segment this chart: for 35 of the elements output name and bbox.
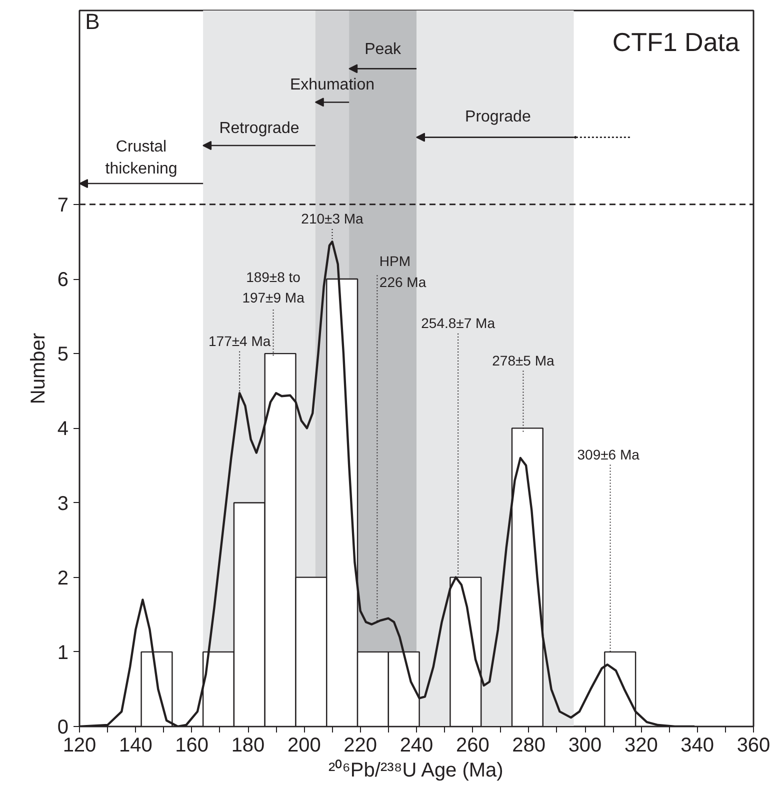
annotation: 278±5 Ma — [492, 352, 555, 368]
annotation: HPM 226 Ma — [379, 253, 426, 290]
annotation: 210±3 Ma — [301, 210, 364, 227]
y-tick-label: 7 — [57, 194, 68, 216]
annotation: Crustal thickening — [105, 138, 178, 178]
x-tick-label: 300 — [568, 734, 602, 756]
annotation: 309±6 Ma — [577, 446, 640, 462]
x-tick-label: 260 — [456, 734, 490, 756]
x-tick-label: 200 — [287, 734, 321, 756]
annotation: B — [85, 9, 100, 34]
y-axis-title: Number — [27, 332, 50, 404]
annotation: Prograde — [465, 108, 531, 126]
y-tick-label: 2 — [57, 567, 68, 590]
y-tick-label: 4 — [57, 418, 68, 440]
x-tick-label: 180 — [231, 734, 265, 756]
annotation: Peak — [364, 40, 402, 58]
x-tick-label: 140 — [118, 734, 152, 756]
annotation: 177±4 Ma — [208, 332, 271, 349]
x-tick-label: 160 — [175, 734, 209, 756]
y-tick-label: 6 — [57, 269, 68, 291]
x-tick-label: 220 — [344, 734, 378, 756]
x-tick-label: 360 — [736, 734, 770, 756]
annotation: 189±8 to 197±9 Ma — [242, 268, 305, 306]
text: CTF1 Data — [612, 26, 740, 57]
annotation: Retrograde — [219, 120, 300, 137]
y-tick-label: 1 — [57, 642, 68, 664]
annotation: Exhumation — [290, 76, 375, 94]
x-tick-label: 340 — [680, 734, 714, 756]
x-axis-title: ²⁰⁶Pb/²³⁸U Age (Ma) — [328, 758, 504, 782]
annotation: 254.8±7 Ma — [421, 315, 496, 332]
y-tick-label: 5 — [57, 344, 68, 366]
x-tick-label: 320 — [624, 734, 658, 756]
y-tick-label: 3 — [57, 492, 68, 515]
x-tick-label: 240 — [400, 734, 434, 756]
x-tick-label: 280 — [512, 734, 546, 756]
